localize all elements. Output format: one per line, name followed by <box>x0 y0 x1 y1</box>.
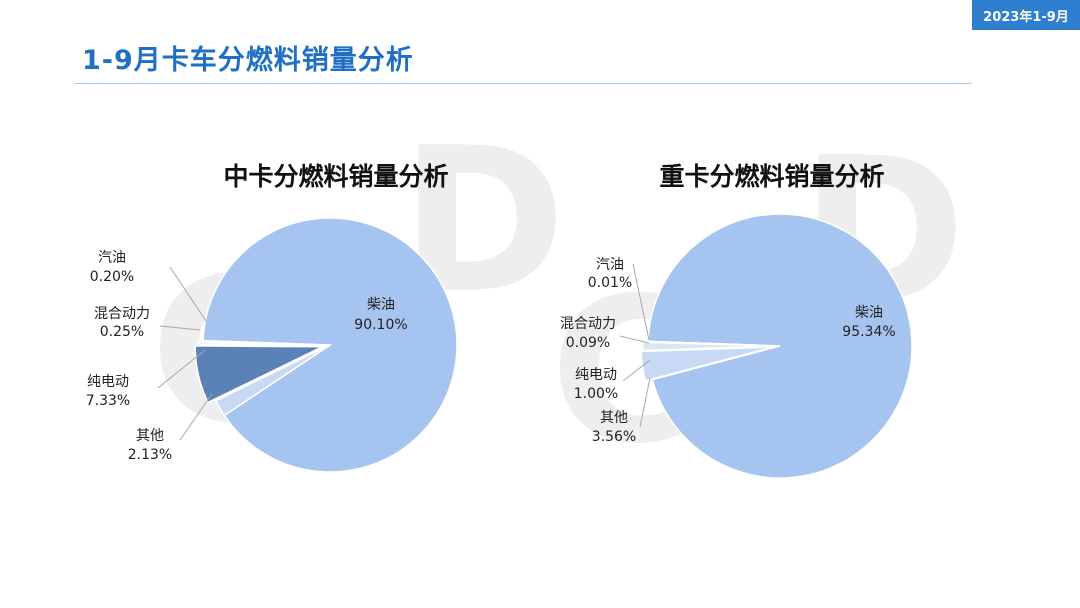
slice-label: 纯电动 <box>575 367 617 383</box>
page-title: 1-9月卡车分燃料销量分析 <box>82 45 414 76</box>
slice-value: 0.01% <box>588 275 632 291</box>
slice-label: 纯电动 <box>87 374 129 390</box>
date-badge: 2023年1-9月 <box>972 0 1080 30</box>
slice-label: 混合动力 <box>94 306 150 322</box>
leader-line <box>622 359 651 382</box>
leader-line <box>632 263 650 341</box>
slice-value: 95.34% <box>842 324 895 340</box>
slice-label: 柴油 <box>367 297 395 313</box>
slice-label: 其他 <box>136 428 164 444</box>
leader-line <box>169 266 207 322</box>
leader-line <box>639 377 651 428</box>
slice-label: 汽油 <box>596 257 624 273</box>
slice-value: 0.09% <box>566 335 610 351</box>
leader-line <box>179 393 213 441</box>
slice-label: 混合动力 <box>560 316 616 332</box>
slice-value: 3.56% <box>592 429 636 445</box>
pie-slice <box>198 341 327 346</box>
slice-value: 0.20% <box>90 269 134 285</box>
leader-line <box>619 335 650 344</box>
pie-slice <box>642 341 776 352</box>
slice-value: 1.00% <box>574 386 618 402</box>
chart-title: 中卡分燃料销量分析 <box>223 162 448 191</box>
pie-slice <box>647 213 913 479</box>
slice-value: 2.13% <box>128 447 172 463</box>
title-divider <box>74 83 972 84</box>
chart-title: 重卡分燃料销量分析 <box>659 162 884 191</box>
leader-line <box>157 349 206 389</box>
pie-slice <box>214 344 331 417</box>
slice-value: 0.25% <box>100 324 144 340</box>
slice-value: 7.33% <box>86 393 130 409</box>
slice-label: 柴油 <box>855 305 883 321</box>
leader-line <box>159 325 201 331</box>
slice-label: 汽油 <box>98 250 126 266</box>
slice-label: 其他 <box>600 410 628 426</box>
slice-value: 90.10% <box>354 317 407 333</box>
pie-slice <box>194 345 323 404</box>
